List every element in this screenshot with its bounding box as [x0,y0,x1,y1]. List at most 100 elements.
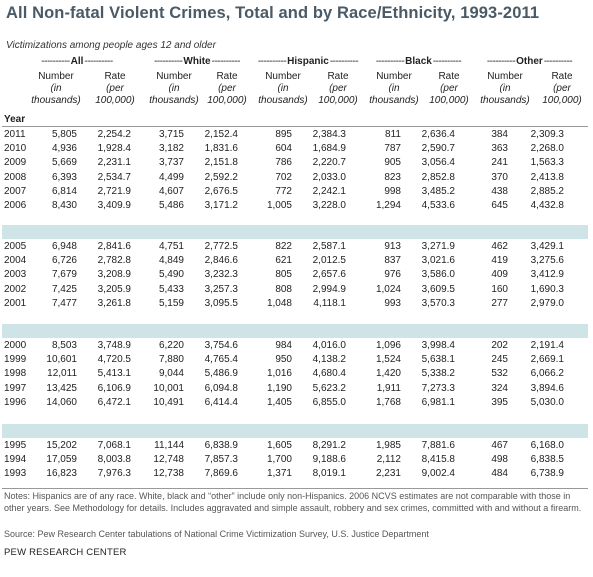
row-year: 1998 [4,368,27,380]
cell-number: 498 [491,454,508,466]
cell-number: 1,371 [266,468,292,480]
cell-number: 1,405 [266,396,292,408]
cell-number: 10,491 [153,396,184,408]
cell-number: 950 [275,354,292,366]
row-year: 1997 [4,382,27,394]
cell-rate: 7,857.3 [204,454,238,466]
cell-rate: 5,413.1 [97,368,131,380]
cell-rate: 2,772.5 [204,241,238,252]
cell-rate: 2,254.2 [97,129,131,140]
table-row: 1997 13,425 6,106.9 10,001 6,094.8 1,190 5,623… [2,382,588,396]
cell-rate: 2,231.1 [97,157,131,169]
group-header-0: ----------All---------- [36,56,118,67]
cell-rate: 3,586.0 [421,269,455,281]
cell-number: 2,112 [376,454,401,466]
table-row: 1999 10,601 4,720.5 7,880 4,765.4 950 4,138.2 1… [2,353,588,367]
cell-rate: 2,782.8 [97,255,131,267]
group-header-1: ----------White---------- [146,56,248,67]
cell-number: 5,486 [158,200,184,211]
cell-number: 645 [491,200,508,211]
cell-number: 808 [275,283,292,295]
rate-header-line: 100,000) [318,95,358,106]
cell-rate: 3,257.3 [204,283,238,295]
cell-rate: 3,609.5 [421,283,455,295]
cell-number: 1,294 [375,200,401,211]
cell-rate: 8,291.2 [312,440,346,451]
cell-rate: 2,012.5 [312,255,346,267]
cell-rate: 7,869.6 [204,468,238,480]
cell-number: 202 [491,340,508,351]
group-label: Other [516,56,543,67]
row-year: 2007 [4,185,27,197]
cell-number: 1,190 [266,382,292,394]
cell-number: 395 [491,396,508,408]
row-year: 1993 [4,468,27,480]
table-row: 2007 6,814 2,721.9 4,607 2,676.5 772 2,242.1 99… [2,185,588,199]
cell-number: 532 [491,368,508,380]
group-leader-right: ---------- [84,56,113,67]
number-header-line: Number [38,71,74,82]
cell-number: 1,420 [375,368,401,380]
row-year: 2010 [4,143,27,155]
page-subtitle: Victimizations among people ages 12 and … [6,40,216,51]
group-leader-left: ---------- [486,56,516,67]
rate-header-line: Rate [438,71,460,82]
table-row: 2011 5,805 2,254.2 3,715 2,152.4 895 2,384.3 81… [2,128,588,142]
group-leader-right: ---------- [432,56,462,67]
cell-number: 772 [275,185,292,197]
cell-rate: 1,928.4 [97,143,131,155]
row-year: 2001 [4,297,27,309]
cell-rate: 2,534.7 [97,171,131,183]
cell-rate: 5,030.0 [530,396,564,408]
cell-rate: 2,590.7 [421,143,455,155]
cell-number: 462 [491,241,508,252]
cell-rate: 6,855.0 [312,396,346,408]
cell-rate: 2,191.4 [530,340,564,351]
group-leader-left: ---------- [257,56,287,67]
row-year: 2006 [4,200,27,211]
cell-rate: 2,994.9 [312,283,346,295]
number-header-line: (in [499,83,511,94]
cell-number: 5,669 [51,157,77,169]
cell-rate: 3,021.6 [421,255,455,267]
rate-header-line: Rate [216,71,238,82]
rate-column-header: Rate (per 100,000) [304,71,372,107]
cell-number: 12,738 [153,468,184,480]
group-header-3: ----------Black---------- [367,56,470,67]
cell-rate: 3,409.9 [97,200,131,211]
cell-rate: 7,881.6 [421,440,455,451]
cell-rate: 3,228.0 [312,200,346,211]
cell-rate: 2,885.2 [530,185,564,197]
row-year: 2008 [4,171,27,183]
group-leader-left: ---------- [375,56,405,67]
group-leader-left: ---------- [154,56,183,67]
cell-number: 6,393 [51,171,77,183]
cell-rate: 9,002.4 [421,468,455,480]
header-divider [2,126,588,127]
group-header-4: ----------Other---------- [477,56,582,67]
cell-number: 7,880 [158,354,184,366]
cell-number: 245 [491,354,508,366]
number-header-line: (in [168,83,180,94]
cell-rate: 3,171.2 [204,200,238,211]
cell-rate: 4,720.5 [97,354,131,366]
cell-rate: 2,852.8 [421,171,455,183]
cell-rate: 5,623.2 [312,382,346,394]
page-title: All Non-fatal Violent Crimes, Total and … [6,4,540,22]
cell-number: 3,715 [158,129,184,140]
cell-number: 7,477 [51,297,77,309]
number-header-line: thousands) [149,95,199,106]
cell-rate: 2,841.6 [97,241,131,252]
rate-header-line: Rate [104,71,126,82]
cell-number: 384 [491,129,508,140]
cell-number: 805 [275,269,292,281]
cell-number: 811 [385,129,401,140]
number-column-header: Number (in thousands) [360,71,428,107]
cell-number: 16,823 [46,468,77,480]
cell-rate: 3,754.6 [204,340,238,351]
cell-rate: 7,976.3 [97,468,131,480]
cell-rate: 2,242.1 [312,185,346,197]
cell-number: 823 [384,171,401,183]
table-row: 2005 6,948 2,841.6 4,751 2,772.5 822 2,587.1 91… [2,240,588,254]
